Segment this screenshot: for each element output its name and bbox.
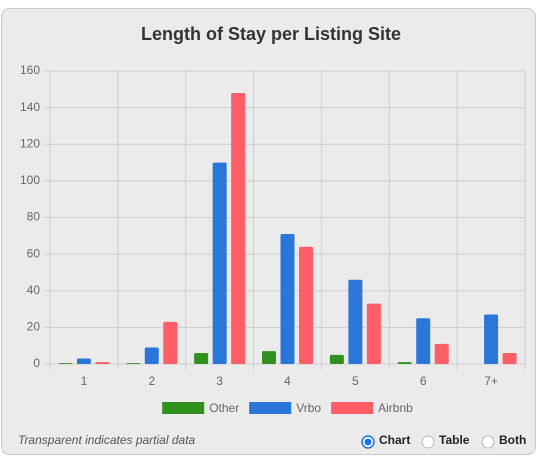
radio-label[interactable]: Both [499,433,526,447]
bar [434,343,449,364]
bar [299,246,313,364]
x-tick-label: 3 [216,374,223,388]
bar [502,353,517,364]
bar [329,354,344,364]
bar [484,314,499,364]
bar [126,363,141,364]
y-tick-label: 20 [27,320,41,334]
x-tick-label: 6 [420,374,427,388]
x-tick-label: 5 [352,374,359,388]
legend-swatch [162,402,205,414]
y-tick-label: 100 [20,173,40,187]
bar [212,162,227,364]
bar [416,318,431,364]
y-tick-label: 40 [27,283,41,297]
radio-label[interactable]: Chart [379,433,410,447]
bar [76,358,91,364]
legend-label: Airbnb [378,401,413,415]
bar [194,353,209,364]
x-tick-label: 7+ [484,374,498,388]
x-tick-label: 4 [284,374,291,388]
bar [58,363,73,364]
bar [163,321,178,364]
chart-title: Length of Stay per Listing Site [141,24,401,44]
radio-button[interactable] [421,435,435,449]
y-tick-label: 80 [27,210,41,224]
y-tick-label: 0 [33,356,40,370]
radio-dot [364,438,372,446]
y-tick-label: 60 [27,246,41,260]
legend-swatch [331,402,374,414]
bar [95,362,110,364]
bar [262,351,276,364]
legend-label: Vrbo [296,401,321,415]
legend-label: Other [209,401,239,415]
y-tick-label: 160 [20,63,40,77]
radio-label[interactable]: Table [439,433,470,447]
y-tick-label: 140 [20,100,40,114]
legend-swatch [249,402,292,414]
x-tick-label: 2 [148,374,155,388]
radio-button[interactable] [481,435,495,449]
x-tick-label: 1 [81,374,88,388]
bar [280,233,295,364]
bar [366,303,381,364]
bar [231,92,246,364]
bar [348,279,363,364]
bar [144,347,159,364]
card [1,8,536,455]
bar [397,362,412,364]
footnote: Transparent indicates partial data [18,433,196,447]
y-tick-label: 120 [20,136,40,150]
